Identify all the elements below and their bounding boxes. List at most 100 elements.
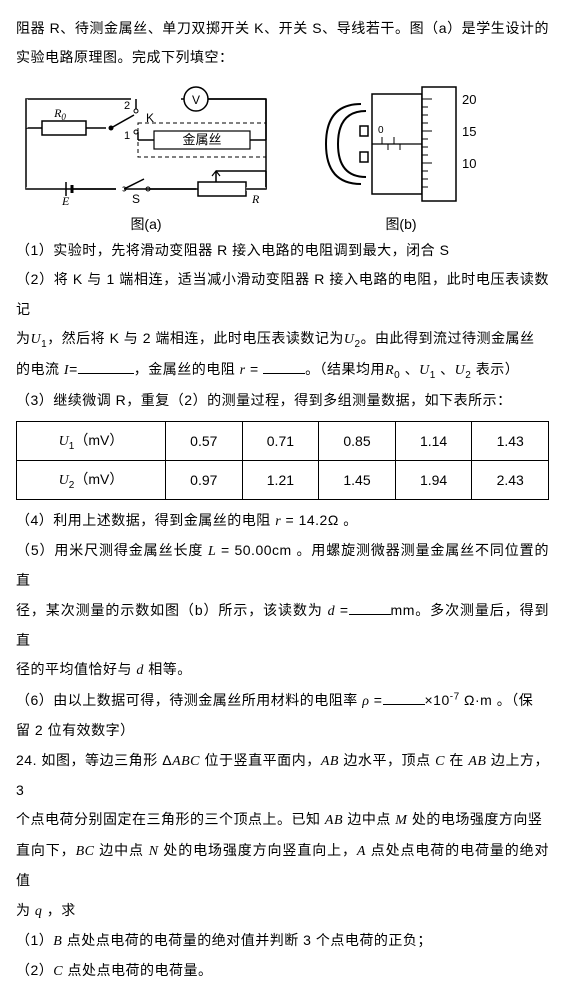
t: 24. 如图，等边三角形 Δ xyxy=(16,752,172,768)
q3: （3）继续微调 R，重复（2）的测量过程，得到多组测量数据，如下表所示： xyxy=(16,386,549,415)
t: 径的平均值恰好与 xyxy=(16,661,136,677)
t: Ω·m 。（保 xyxy=(460,692,534,708)
t: = xyxy=(369,692,382,708)
p24-l4: 为 q ，求 xyxy=(16,896,549,926)
e-label: E xyxy=(61,194,70,208)
k-1: 1 xyxy=(124,130,130,142)
t: （6）由以上数据可得，待测金属丝所用材料的电阻率 xyxy=(16,692,362,708)
u1v: U xyxy=(31,332,42,347)
q4: （4）利用上述数据，得到金属丝的电阻 r = 14.2Ω 。 xyxy=(16,506,549,536)
p24-l3: 直向下，BC 边中点 N 处的电场强度方向竖直向上，A 点处点电荷的电荷量的绝对… xyxy=(16,836,549,896)
ab2: AB xyxy=(468,754,486,769)
table-row: U2（mV） 0.97 1.21 1.45 1.94 2.43 xyxy=(17,460,549,499)
abc: ABC xyxy=(172,754,200,769)
data-table: U1（mV） 0.57 0.71 0.85 1.14 1.43 U2（mV） 0… xyxy=(16,421,549,500)
q5-l3: 径的平均值恰好与 d 相等。 xyxy=(16,655,549,685)
u: （mV） xyxy=(74,471,123,487)
blank-rho xyxy=(383,690,425,705)
bc: BC xyxy=(76,844,95,859)
t: 边中点 xyxy=(343,811,395,827)
t: ，求 xyxy=(42,902,75,918)
nv: N xyxy=(149,844,159,859)
p24-l2: 个点电荷分别固定在三角形的三个顶点上。已知 AB 边中点 M 处的电场强度方向竖 xyxy=(16,805,549,835)
c1: C xyxy=(435,754,445,769)
q6-l1: （6）由以上数据可得，待测金属丝所用材料的电阻率 ρ =×10-7 Ω·m 。（… xyxy=(16,686,549,716)
s-label: S xyxy=(132,192,140,206)
p24-q1: （1）B 点处点电荷的电荷量的绝对值并判断 3 个点电荷的正负； xyxy=(16,926,549,956)
row2-hdr: U2（mV） xyxy=(17,460,166,499)
t: ，然后将 K 与 2 端相连，此时电压表读数记为 xyxy=(47,330,344,346)
t: 的电流 xyxy=(16,361,64,377)
r-label: R xyxy=(251,192,260,206)
cv: C xyxy=(53,964,63,979)
svg-text:0: 0 xyxy=(378,125,384,136)
circuit-diagram-icon: R0 2 1 K V 金属丝 xyxy=(16,79,276,209)
u2bv: U xyxy=(455,363,466,378)
tick-10: 10 xyxy=(462,156,476,171)
t: 表示） xyxy=(471,361,519,377)
t: 、 xyxy=(400,361,419,377)
figure-row: R0 2 1 K V 金属丝 xyxy=(16,79,549,234)
fig-b-caption: 图(b) xyxy=(316,214,486,234)
r0-label: R0 xyxy=(53,106,66,122)
r0v: R xyxy=(385,363,394,378)
row1-hdr: U1（mV） xyxy=(17,421,166,460)
av: A xyxy=(357,844,366,859)
t: ，金属丝的电阻 xyxy=(134,361,240,377)
t: 边中点 xyxy=(94,842,148,858)
cell: 0.85 xyxy=(319,421,396,460)
cell: 1.43 xyxy=(472,421,549,460)
t: 边水平，顶点 xyxy=(339,752,435,768)
q2-line2: 为U1，然后将 K 与 2 端相连，此时电压表读数记为U2。由此得到流过待测金属… xyxy=(16,324,549,355)
u: （mV） xyxy=(74,432,123,448)
p24-q2: （2）C 点处点电荷的电荷量。 xyxy=(16,956,549,986)
v: U xyxy=(59,473,69,488)
table-row: U1（mV） 0.57 0.71 0.85 1.14 1.43 xyxy=(17,421,549,460)
t: 点处点电荷的电荷量的绝对值并判断 3 个点电荷的正负； xyxy=(62,932,431,948)
qv: q xyxy=(35,904,43,919)
blank-current xyxy=(78,359,134,374)
dv2: d xyxy=(136,663,144,678)
t: （4）利用上述数据，得到金属丝的电阻 xyxy=(16,512,275,528)
blank-d xyxy=(349,600,391,615)
bv: B xyxy=(53,934,62,949)
wire-label: 金属丝 xyxy=(182,132,221,147)
sup: -7 xyxy=(450,691,460,702)
cell: 1.21 xyxy=(242,460,319,499)
cell: 1.14 xyxy=(395,421,472,460)
v-label: V xyxy=(192,93,200,107)
figure-b-block: 0 20 15 10 图(b) xyxy=(316,79,486,234)
fig-a-caption: 图(a) xyxy=(16,214,276,234)
micrometer-icon: 0 20 15 10 xyxy=(316,79,486,209)
blank-resistance xyxy=(263,359,305,374)
t: = 14.2Ω 。 xyxy=(281,512,358,528)
t: 直向下， xyxy=(16,842,76,858)
t: ×10 xyxy=(425,692,450,708)
t: 点处点电荷的电荷量。 xyxy=(63,962,212,978)
ab3: AB xyxy=(325,813,343,828)
tick-15: 15 xyxy=(462,124,476,139)
cell: 0.71 xyxy=(242,421,319,460)
intro-text: 阻器 R、待测金属丝、单刀双掷开关 K、开关 S、导线若干。图（a）是学生设计的… xyxy=(16,14,549,73)
q6-l2: 留 2 位有效数字） xyxy=(16,716,549,745)
mv: M xyxy=(395,813,407,828)
cell: 0.57 xyxy=(166,421,243,460)
t: 。由此得到流过待测金属丝 xyxy=(361,330,535,346)
t: 处的电场强度方向竖直向上， xyxy=(159,842,357,858)
figure-a-block: R0 2 1 K V 金属丝 xyxy=(16,79,276,234)
t: 相等。 xyxy=(144,661,192,677)
cell: 0.97 xyxy=(166,460,243,499)
t: 位于竖直平面内， xyxy=(200,752,321,768)
t: = xyxy=(246,361,259,377)
q2-line1: （2）将 K 与 1 端相连，适当减小滑动变阻器 R 接入电路的电阻，此时电压表… xyxy=(16,265,549,324)
t: 、 xyxy=(436,361,455,377)
u2v: U xyxy=(344,332,355,347)
u1bv: U xyxy=(419,363,430,378)
t: （2） xyxy=(16,962,53,978)
t: 为 xyxy=(16,330,31,346)
ab1: AB xyxy=(321,754,339,769)
t: 在 xyxy=(445,752,468,768)
t: 。（结果均用 xyxy=(305,361,385,377)
q2-line3: 的电流 I=，金属丝的电阻 r = 。（结果均用R0 、U1 、U2 表示） xyxy=(16,355,549,386)
dv: d xyxy=(328,604,336,619)
